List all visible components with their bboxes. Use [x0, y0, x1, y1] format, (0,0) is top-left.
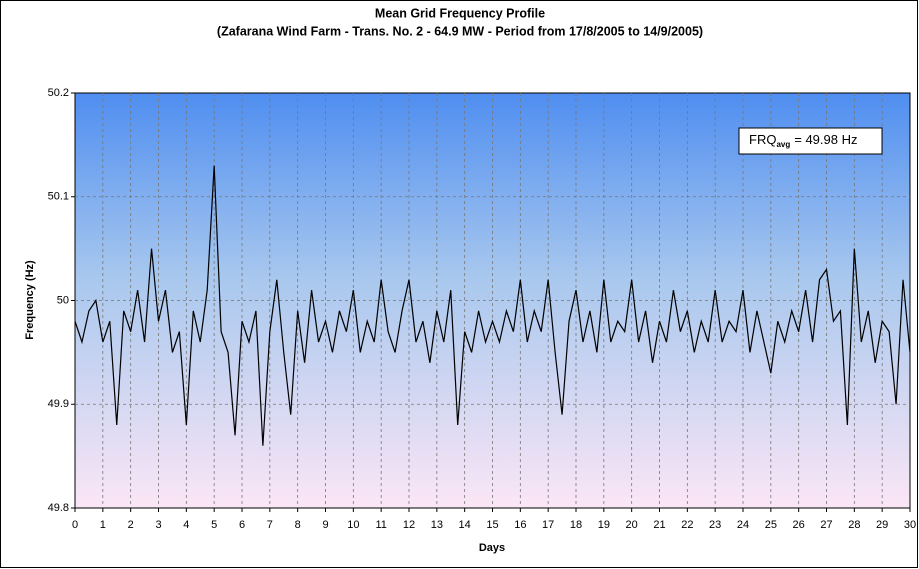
annotation: FRQavg = 49.98 Hz [749, 132, 858, 149]
x-tick-label: 19 [598, 519, 610, 531]
x-tick-label: 13 [431, 519, 443, 531]
x-tick-label: 27 [820, 519, 832, 531]
x-axis-label: Days [479, 542, 505, 554]
x-tick-label: 22 [681, 519, 693, 531]
x-tick-label: 25 [765, 519, 777, 531]
annotation-main: FRQ [749, 132, 776, 147]
x-tick-label: 3 [155, 519, 161, 531]
x-tick-label: 18 [570, 519, 582, 531]
x-tick-label: 11 [375, 519, 386, 531]
y-axis-label: Frequency (Hz) [24, 260, 36, 340]
x-tick-label: 29 [876, 519, 888, 531]
x-tick-label: 9 [322, 519, 328, 531]
x-tick-label: 23 [709, 519, 721, 531]
x-tick-label: 4 [183, 519, 189, 531]
x-tick-label: 20 [626, 519, 638, 531]
annotation-tail: = 49.98 Hz [794, 132, 857, 147]
y-tick-label: 50.1 [48, 191, 69, 203]
y-tick-label: 49.8 [48, 502, 69, 514]
x-tick-label: 30 [904, 519, 916, 531]
x-tick-label: 5 [211, 519, 217, 531]
x-tick-label: 12 [403, 519, 415, 531]
y-tick-label: 50.2 [48, 87, 69, 99]
chart-subtitle: (Zafarana Wind Farm - Trans. No. 2 - 64.… [217, 24, 703, 38]
x-tick-label: 16 [514, 519, 526, 531]
x-tick-label: 0 [72, 519, 78, 531]
x-tick-label: 10 [347, 519, 359, 531]
annotation-sub: avg [776, 140, 790, 149]
x-tick-label: 21 [653, 519, 665, 531]
data-line [74, 165, 911, 446]
x-tick-label: 14 [459, 519, 471, 531]
x-tick-label: 17 [542, 519, 554, 531]
x-tick-label: 28 [848, 519, 860, 531]
y-tick-label: 49.9 [48, 398, 69, 410]
x-tick-label: 26 [793, 519, 805, 531]
chart-title: Mean Grid Frequency Profile [375, 6, 545, 20]
x-tick-label: 6 [239, 519, 245, 531]
annotation-box: FRQavg = 49.98 Hz [738, 127, 883, 155]
x-tick-label: 15 [486, 519, 498, 531]
y-tick-label: 50 [57, 294, 69, 306]
annotation-frame [738, 127, 883, 155]
x-tick-label: 7 [267, 519, 273, 531]
x-tick-label: 2 [128, 519, 134, 531]
x-tick-label: 1 [100, 519, 106, 531]
x-tick-label: 8 [295, 519, 301, 531]
x-tick-label: 24 [737, 519, 749, 531]
